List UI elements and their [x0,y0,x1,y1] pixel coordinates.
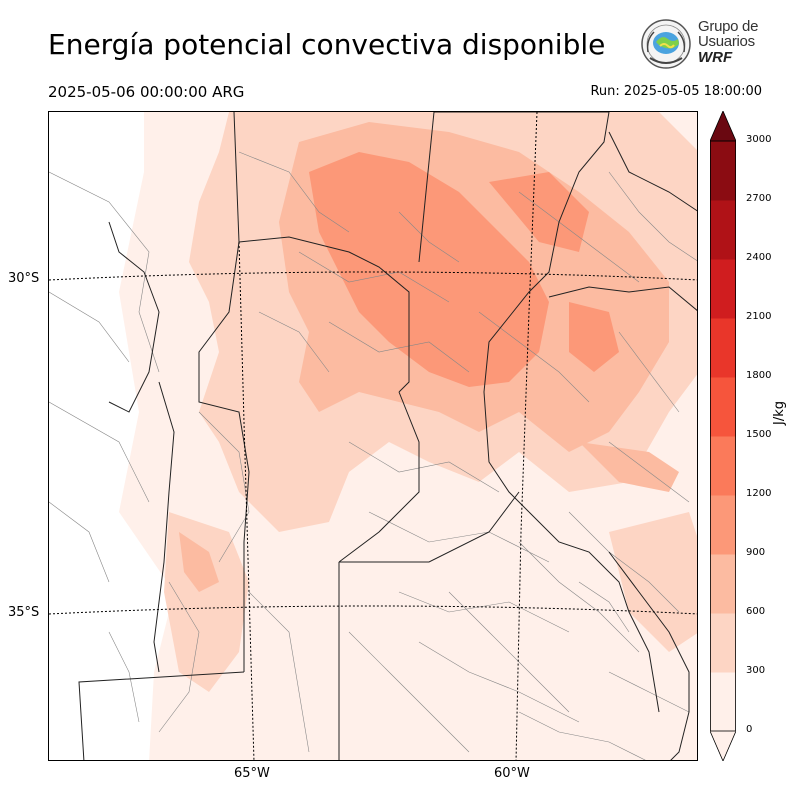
colorbar-tick-label: 2700 [746,193,772,204]
colorbar-tick-label: 3000 [746,134,772,145]
colorbar-bin [710,318,736,378]
latitude-line-35s [49,605,697,615]
colorbar-extend-max [710,111,736,142]
logo-text-line1: Grupo de [698,18,759,35]
cape-900-1200-region [309,152,549,387]
colorbar-bin [710,377,736,437]
colorbar-tick-label: 1500 [746,429,772,440]
logo-emblem-icon [641,19,691,69]
cape-600-900-region-west [179,532,219,592]
colorbar-bin [710,436,736,496]
latitude-label-35s: 35°S [8,605,40,620]
colorbar-extend-min [710,730,736,761]
province-boundaries [78,112,697,760]
cape-field-svg [119,112,697,760]
cape-900-1200-region-north [489,172,589,252]
colorbar-tick-label: 2400 [746,252,772,263]
cape-map [48,111,698,761]
colorbar-tick-label: 600 [746,606,766,617]
valid-time: 2025-05-06 00:00:00 ARG [48,83,245,101]
coastline [608,551,690,760]
map-title: Energía potencial convectiva disponible [48,28,606,61]
colorbar-bin [710,495,736,555]
colorbar-tick-label: 900 [746,547,766,558]
colorbar-bin [710,200,736,260]
colorbar-bin [710,613,736,673]
colorbar-bin [710,554,736,614]
colorbar-bin [710,672,736,732]
colorbar-tick-label: 1800 [746,370,772,381]
department-boundaries [49,151,697,760]
colorbar-tick-label: 2100 [746,311,772,322]
colorbar-tick-label: 1200 [746,488,772,499]
longitude-line-65w [238,241,255,760]
graticule [49,112,697,760]
cape-300-600-region-east [609,512,697,652]
colorbar-unit: J/kg [772,401,787,425]
map-overlay-svg [49,112,697,760]
colorbar-bin [710,141,736,201]
latitude-line-30s [49,271,697,281]
colorbar-tick-label: 0 [746,724,753,735]
cape-900-1200-region-east [569,302,619,372]
longitude-label-65w: 65°W [234,766,270,781]
longitude-line-60w [515,112,538,760]
colorbar [710,111,736,761]
colorbar-bin [710,259,736,319]
run-time: Run: 2025-05-05 18:00:00 [590,84,762,99]
cape-600-900-region-south [579,442,679,492]
colorbar-tick-label: 300 [746,665,766,676]
logo-text-line3: WRF [698,49,733,66]
longitude-label-60w: 60°W [494,766,530,781]
wrf-users-group-logo: Grupo de Usuarios WRF [638,16,768,72]
latitude-label-30s: 30°S [8,271,40,286]
logo-text-line2: Usuarios [698,33,755,50]
